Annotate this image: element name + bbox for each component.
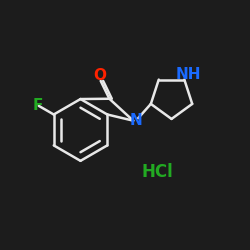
Text: HCl: HCl bbox=[141, 163, 173, 181]
Text: O: O bbox=[93, 68, 106, 83]
Text: F: F bbox=[32, 98, 43, 113]
Text: NH: NH bbox=[176, 67, 202, 82]
Text: N: N bbox=[130, 113, 142, 128]
